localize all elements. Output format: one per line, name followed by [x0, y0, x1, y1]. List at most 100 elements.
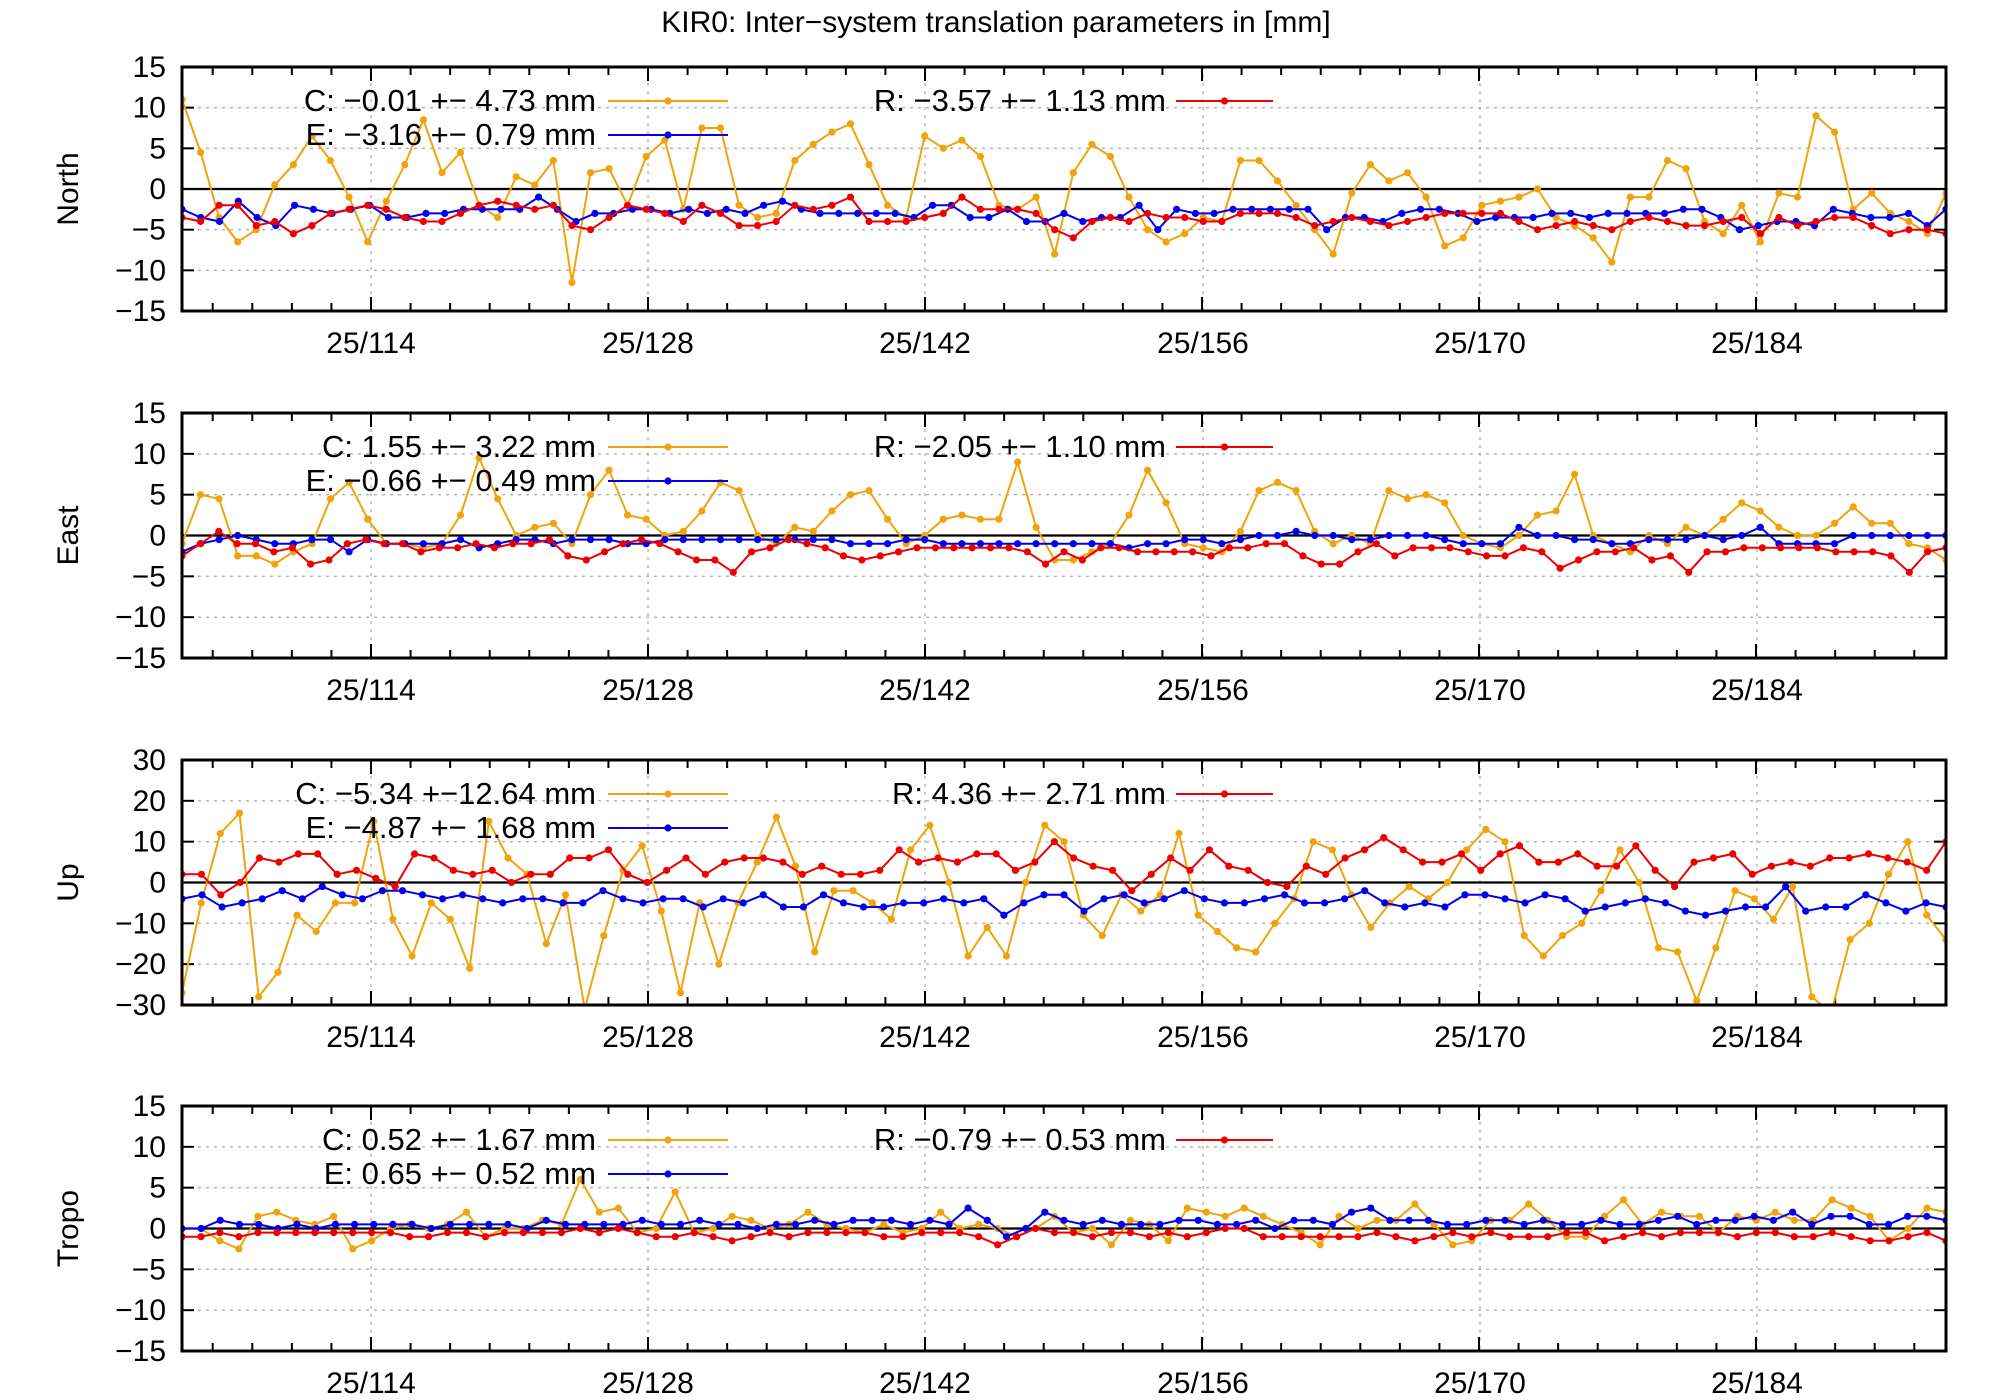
- series-r-point: [698, 201, 706, 209]
- series-r-point: [735, 222, 743, 230]
- series-e-point: [446, 1220, 454, 1228]
- series-r-point: [915, 858, 923, 866]
- series-c-point: [1552, 507, 1560, 515]
- series-e-point: [639, 899, 647, 907]
- series-e-point: [293, 1220, 301, 1228]
- series-e-point: [278, 887, 286, 895]
- series-e-point: [929, 201, 937, 209]
- series-r-point: [216, 1229, 224, 1237]
- series-c-point: [1194, 911, 1202, 919]
- series-c-point: [735, 201, 743, 209]
- series-r-point: [992, 850, 1000, 858]
- series-r-point: [585, 854, 593, 862]
- series-e-point: [1022, 1224, 1030, 1233]
- series-r-point: [1756, 230, 1764, 238]
- series-e-point: [1679, 205, 1687, 213]
- series-c-point: [642, 152, 650, 161]
- series-r-point: [1849, 213, 1857, 222]
- series-c-point: [1252, 948, 1260, 956]
- series-r-point: [642, 205, 650, 213]
- series-r-point: [619, 540, 627, 548]
- series-r-point: [604, 846, 613, 854]
- series-r-point: [1430, 1233, 1438, 1241]
- series-r-point: [1924, 548, 1932, 556]
- series-c-point: [1663, 156, 1672, 165]
- series-c-point: [1738, 201, 1746, 209]
- series-e-point: [1144, 540, 1152, 548]
- series-r-point: [1128, 887, 1136, 895]
- series-c-point: [1533, 511, 1542, 519]
- series-e-point: [215, 536, 223, 544]
- series-r-point: [895, 548, 903, 556]
- series-r-point: [289, 230, 297, 238]
- series-r-point: [975, 1233, 983, 1241]
- y-tick-label: −10: [115, 601, 166, 634]
- series-c-point: [1422, 193, 1430, 201]
- series-r-point: [1263, 878, 1272, 887]
- series-r-point: [1887, 552, 1895, 560]
- series-r-point: [1813, 544, 1821, 552]
- series-e-point: [1473, 217, 1481, 226]
- series-e-point: [389, 1220, 397, 1228]
- series-c-point: [846, 491, 855, 499]
- series-e-point: [1328, 1220, 1336, 1228]
- series-e-point: [1180, 887, 1188, 895]
- series-r-point: [1630, 544, 1638, 552]
- series-r-point: [1645, 213, 1653, 222]
- series-c-point: [1712, 944, 1720, 952]
- series-r-point: [1758, 544, 1766, 552]
- series-e-point: [1561, 895, 1569, 903]
- series-e-point: [1693, 1220, 1701, 1228]
- series-r-point: [1771, 1229, 1779, 1237]
- series-r-point: [1752, 1229, 1760, 1237]
- series-c-point: [804, 1208, 812, 1216]
- series-r-point: [380, 540, 388, 548]
- series-r-point: [754, 222, 762, 230]
- series-r-point: [913, 544, 921, 552]
- legend: C: 1.55 +− 3.22 mmE: −0.66 +− 0.49 mm R: …: [306, 429, 1273, 498]
- series-c-point: [1422, 491, 1430, 499]
- series-c-point: [273, 1208, 281, 1216]
- plot-frame: [180, 65, 1948, 313]
- x-tick-label: 25/156: [1157, 327, 1249, 360]
- series-r-point: [368, 1229, 376, 1237]
- series-c-point: [456, 511, 465, 519]
- series-r-point: [1422, 213, 1430, 222]
- series-r-point: [1170, 548, 1178, 556]
- series-c-point: [1645, 193, 1653, 201]
- series-r-point: [934, 854, 942, 862]
- series-r-point: [958, 193, 966, 201]
- series-e-point: [849, 1216, 857, 1224]
- series-e-point: [1385, 531, 1393, 540]
- series-c-point: [1014, 458, 1022, 466]
- series-r-point: [288, 544, 296, 552]
- series-r-point: [895, 846, 903, 854]
- series-e-point: [1645, 536, 1653, 544]
- series-c-point: [1002, 952, 1011, 960]
- series-r-point: [1152, 548, 1160, 556]
- series-c-point: [772, 813, 781, 821]
- series-r-point: [1262, 540, 1270, 548]
- series-e-point: [308, 536, 316, 544]
- series-r-point: [1905, 568, 1913, 576]
- series-c-point: [349, 1245, 357, 1253]
- series-c-point: [1213, 927, 1221, 936]
- series-c-point: [1866, 1212, 1874, 1220]
- series-c-point: [1125, 193, 1133, 201]
- plot-frame: [180, 1104, 1948, 1353]
- series-e-point: [696, 1216, 704, 1224]
- series-r-point: [582, 556, 590, 564]
- series-e-point: [1482, 1216, 1490, 1224]
- series-r-point: [1097, 544, 1105, 552]
- series-e-point: [772, 1220, 781, 1228]
- series-e-point: [542, 1216, 550, 1224]
- series-r-point: [1183, 1233, 1191, 1241]
- series-e-point: [591, 209, 599, 217]
- series-e-point: [1623, 209, 1631, 217]
- series-e-point: [1923, 531, 1931, 540]
- series-c-point: [1459, 531, 1467, 540]
- series-c-point: [1449, 1241, 1457, 1249]
- series-r-point: [1088, 217, 1096, 226]
- y-tick-label: −10: [115, 1294, 166, 1327]
- series-r-point: [576, 1224, 584, 1233]
